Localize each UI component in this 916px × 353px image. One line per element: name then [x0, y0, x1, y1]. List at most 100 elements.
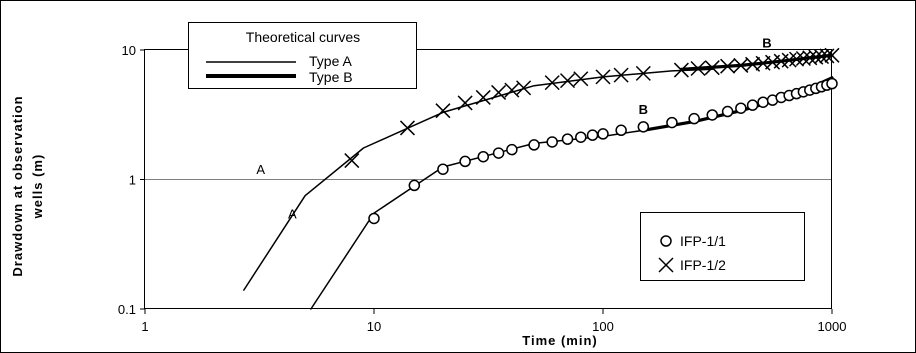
curve-type-a [243, 68, 714, 291]
y-tick-label: 10 [122, 43, 136, 58]
curve-legend: Theoretical curves Type A Type B [188, 22, 417, 89]
y-axis-title: Drawdown at observation wells (m) [10, 95, 45, 276]
marker-stroke [813, 49, 830, 65]
marker-ifp-1-1 [506, 143, 518, 156]
marker-stroke [819, 48, 835, 64]
marker-ifp-1-1 [615, 124, 627, 137]
marker-stroke [613, 67, 629, 83]
legend-marker-circle [660, 235, 672, 247]
curve-annotation: A [288, 206, 297, 221]
marker-ifp-1-2 [704, 60, 720, 76]
marker-ifp-1-1 [528, 139, 540, 151]
marker-ifp-1-2 [475, 89, 491, 105]
marker-stroke [795, 50, 811, 67]
marker-ifp-1-2 [516, 80, 532, 96]
marker-ifp-1-1 [586, 129, 599, 141]
legend-label-ifp-1-1: IFP-1/1 [680, 233, 726, 249]
marker-ifp-1-1 [477, 150, 490, 163]
marker-stroke [504, 82, 520, 98]
marker-ifp-1-1 [688, 112, 700, 125]
marker-ifp-1-1 [575, 131, 587, 143]
marker-ifp-1-1 [368, 212, 380, 225]
marker-stroke [745, 56, 761, 72]
marker-stroke [475, 89, 491, 105]
x-tick-label: 10 [367, 319, 381, 334]
legend-label-type-a: Type A [309, 53, 352, 69]
y-axis-ticks: 0.1 1 10 [118, 43, 145, 317]
marker-legend: IFP-1/1 IFP-1/2 [640, 212, 805, 281]
marker-stroke [808, 49, 824, 65]
legend-label-ifp-1-2: IFP-1/2 [680, 257, 726, 273]
marker-ifp-1-2 [595, 69, 611, 85]
marker-ifp-1-2 [802, 50, 818, 66]
marker-stroke [788, 51, 805, 67]
marker-stroke [824, 47, 840, 63]
y-tick-label: 0.1 [118, 302, 136, 317]
marker-ifp-1-1 [546, 136, 558, 148]
marker-stroke [733, 57, 749, 73]
marker-ifp-1-2 [573, 71, 589, 87]
marker-ifp-1-1 [408, 179, 421, 192]
marker-ifp-1-2 [344, 153, 360, 169]
marker-stroke [755, 55, 771, 71]
marker-ifp-1-2 [635, 65, 651, 81]
marker-ifp-1-1 [597, 128, 609, 140]
marker-stroke [516, 80, 532, 96]
marker-ifp-1-2 [399, 120, 415, 136]
marker-ifp-1-2 [435, 103, 451, 119]
x-tick-label: 1000 [818, 319, 847, 334]
marker-stroke [720, 58, 736, 74]
marker-stroke [595, 69, 611, 85]
curve-annotation: B [639, 102, 648, 117]
marker-ifp-1-2 [824, 47, 840, 63]
marker-ifp-1-2 [795, 50, 811, 67]
marker-ifp-1-2 [720, 58, 736, 74]
marker-ifp-1-1 [735, 102, 747, 114]
marker-legend-box [640, 212, 805, 281]
x-axis-title: Time (min) [522, 333, 598, 348]
marker-stroke [544, 75, 560, 91]
marker-stroke [802, 50, 818, 66]
x-tick-label: 1 [141, 319, 148, 334]
marker-ifp-1-2 [733, 57, 749, 73]
y-tick-label: 1 [129, 173, 136, 188]
marker-ifp-1-1 [437, 163, 449, 175]
marker-ifp-1-2 [819, 48, 835, 64]
x-axis-ticks: 1 10 100 1000 [141, 309, 846, 334]
marker-ifp-1-2 [559, 73, 576, 89]
y-axis-title-line-1: Drawdown at observation [10, 95, 25, 276]
marker-stroke [435, 103, 451, 119]
marker-ifp-1-1 [666, 116, 678, 129]
curve-annotation: B [762, 35, 771, 50]
marker-stroke [573, 71, 589, 87]
y-axis-title-line-2: wells (m) [30, 154, 45, 220]
marker-stroke [673, 62, 689, 78]
legend-label-type-b: Type B [309, 69, 353, 85]
marker-stroke [344, 153, 360, 169]
marker-ifp-1-2 [613, 67, 629, 83]
marker-stroke [635, 65, 651, 81]
marker-ifp-1-2 [544, 75, 560, 91]
marker-ifp-1-2 [457, 95, 473, 111]
marker-ifp-1-2 [673, 62, 689, 78]
curve-annotations: A A B B [256, 35, 771, 221]
curve-legend-title: Theoretical curves [246, 29, 360, 45]
x-tick-label: 100 [592, 319, 614, 334]
curve-annotation: A [256, 162, 265, 177]
marker-stroke [690, 60, 706, 77]
marker-ifp-1-1 [757, 96, 769, 108]
marker-stroke [399, 120, 415, 136]
marker-ifp-1-1 [721, 105, 734, 118]
legend-marker-cross [658, 257, 674, 273]
marker-ifp-1-2 [690, 60, 706, 77]
marker-ifp-1-1 [826, 77, 838, 90]
marker-ifp-1-1 [637, 121, 650, 133]
marker-ifp-1-1 [706, 109, 719, 121]
marker-ifp-1-2 [491, 84, 507, 100]
marker-stroke [704, 60, 720, 76]
marker-ifp-1-1 [561, 133, 574, 145]
marker-ifp-1-1 [459, 155, 471, 168]
marker-ifp-1-2 [788, 51, 805, 67]
marker-stroke [559, 73, 576, 89]
